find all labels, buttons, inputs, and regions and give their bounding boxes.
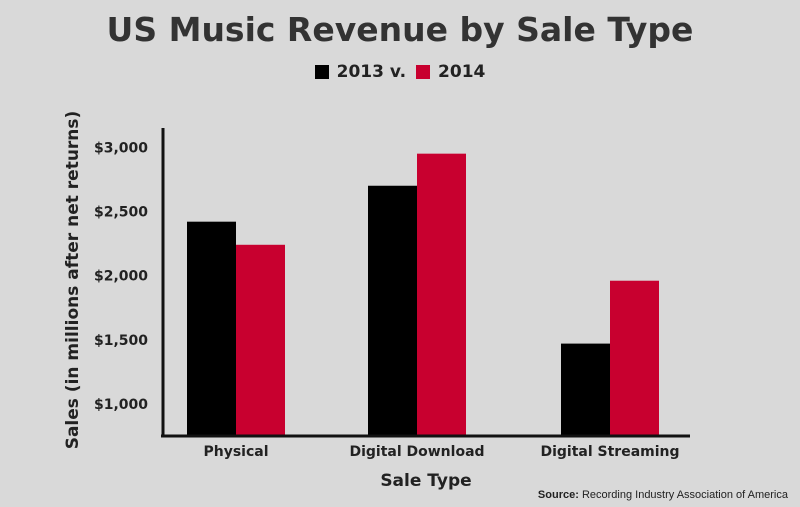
bar-digital-download-2014	[417, 153, 466, 436]
y-tick-label: $1,500	[94, 333, 148, 349]
y-tick-label: $3,000	[94, 140, 148, 156]
bar-physical-2013	[187, 221, 236, 436]
bar-digital-streaming-2014	[610, 280, 659, 436]
chart-title: US Music Revenue by Sale Type	[106, 10, 694, 49]
legend-swatch-2014	[416, 65, 431, 79]
legend-label-2014: 2014	[438, 62, 486, 82]
bar-physical-2014	[236, 244, 285, 436]
legend-item-2013: 2013 v.	[314, 62, 407, 82]
source-text: Recording Industry Association of Americ…	[578, 489, 788, 501]
bar-digital-download-2013	[368, 185, 417, 436]
y-tick-label: $2,500	[94, 204, 148, 220]
x-category-label: Digital Streaming	[540, 444, 679, 460]
legend: 2013 v. 2014	[0, 62, 800, 82]
x-category-label: Physical	[203, 444, 268, 460]
source-note: Source: Recording Industry Association o…	[538, 489, 788, 501]
x-axis-label: Sale Type	[380, 471, 471, 491]
source-label: Source:	[537, 489, 579, 501]
legend-swatch-2013	[314, 65, 329, 79]
bar-digital-streaming-2013	[561, 343, 610, 436]
legend-item-2014: 2014	[416, 62, 485, 82]
legend-label-2013: 2013 v.	[336, 62, 407, 82]
y-tick-label: $1,000	[94, 397, 148, 413]
x-category-label: Digital Download	[349, 444, 484, 460]
y-axis-label: Sales (in millions after net returns)	[63, 111, 83, 450]
y-tick-label: $2,000	[94, 269, 148, 285]
